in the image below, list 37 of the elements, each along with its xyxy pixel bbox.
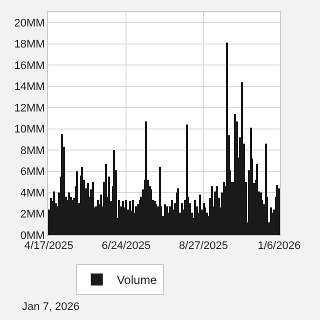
- legend-label: Volume: [116, 273, 158, 288]
- bar: [211, 186, 213, 235]
- y-tick-label: 14MM: [14, 81, 45, 94]
- y-tick-label: 4MM: [20, 187, 45, 200]
- y-tick-label: 20MM: [14, 17, 45, 30]
- y-tick-label: 2MM: [20, 208, 45, 221]
- y-tick-label: 6MM: [20, 166, 45, 178]
- bar: [234, 114, 236, 235]
- bar: [53, 191, 55, 235]
- y-tick-label: 0MM: [20, 230, 45, 242]
- bar: [199, 194, 201, 235]
- bar: [278, 188, 280, 235]
- x-tick-label: 8/27/2025: [179, 240, 228, 252]
- bar: [177, 188, 179, 235]
- bar: [61, 134, 63, 235]
- y-tick-label: 16MM: [14, 60, 45, 72]
- bar: [125, 200, 127, 235]
- bar: [194, 200, 196, 235]
- x-tick-label: 4/17/2025: [24, 240, 74, 252]
- bar: [226, 42, 228, 235]
- bar: [256, 164, 258, 235]
- bar: [81, 167, 83, 235]
- bar: [204, 207, 206, 235]
- bar: [145, 121, 147, 235]
- y-tick-label: 12MM: [14, 102, 45, 114]
- x-tick-label: 1/6/2026: [258, 240, 301, 252]
- text: Jan 7, 2026: [22, 301, 80, 313]
- y-tick-label: 10MM: [14, 124, 45, 136]
- bar: [276, 185, 278, 235]
- y-tick-label: 8MM: [20, 144, 45, 157]
- y-tick-label: 18MM: [14, 38, 45, 51]
- bar: [105, 164, 107, 235]
- bar: [113, 150, 115, 235]
- bar: [132, 200, 134, 235]
- bar: [241, 82, 243, 235]
- bar: [76, 171, 78, 235]
- x-tick-label: 6/24/2025: [102, 240, 151, 252]
